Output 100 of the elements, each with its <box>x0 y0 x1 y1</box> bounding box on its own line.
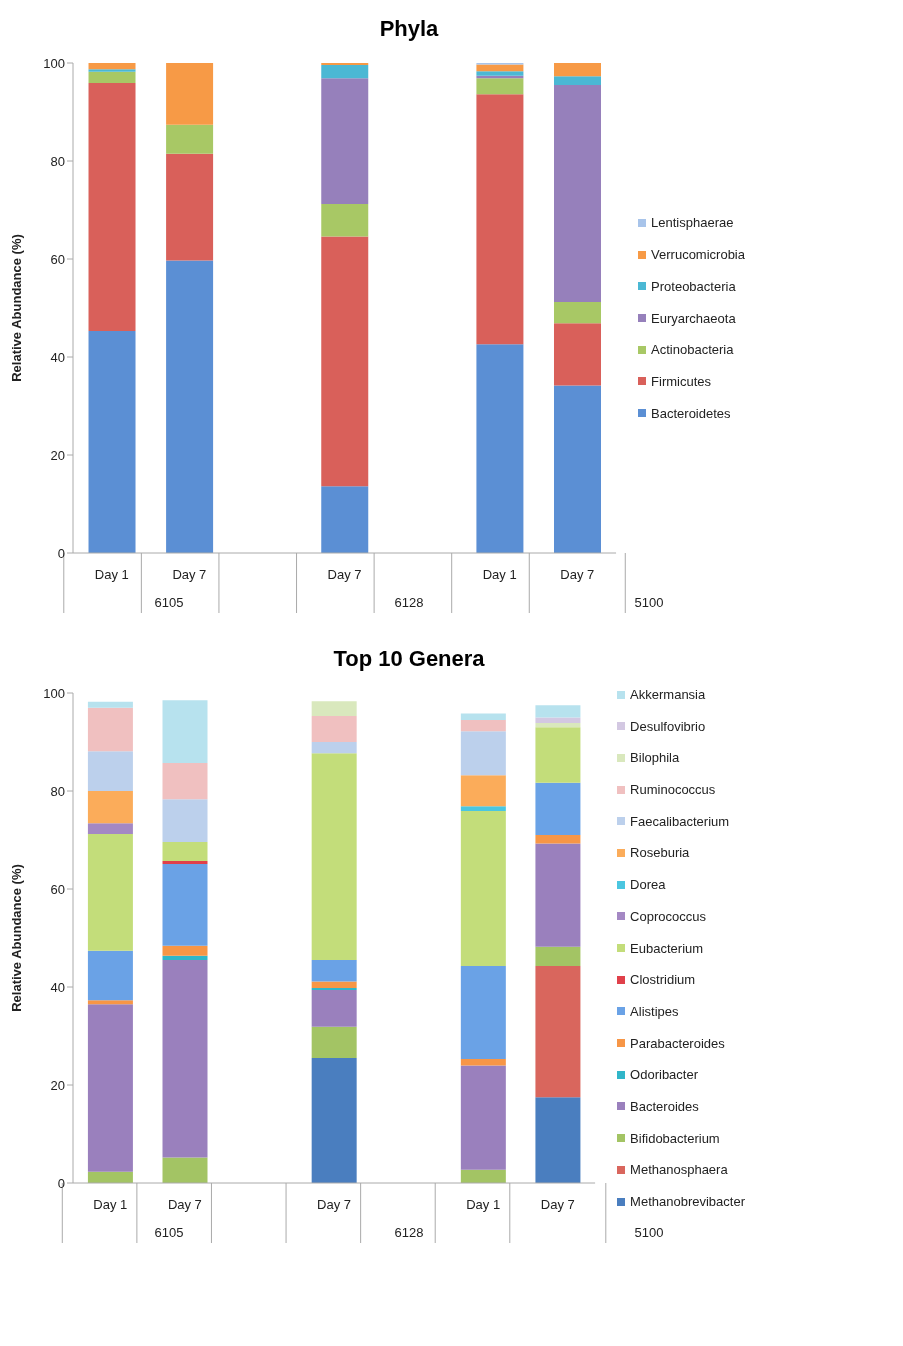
y-tick-label: 60 <box>50 251 65 267</box>
legend-label: Bifidobacterium <box>630 1130 720 1146</box>
x-tick-label: Day 7 <box>172 567 207 582</box>
bar <box>311 989 357 1027</box>
legend-label: Ruminococcus <box>630 782 716 798</box>
bar <box>460 1169 506 1183</box>
bar <box>535 782 581 836</box>
x-tick-label: Day 7 <box>167 1197 202 1212</box>
legend-label: Verrucomicrobia <box>651 247 745 263</box>
text: 6128 <box>393 1225 425 1240</box>
bar <box>554 63 601 77</box>
bar <box>166 124 214 154</box>
legend-label: Dorea <box>630 877 666 893</box>
bar <box>88 331 136 553</box>
bar <box>535 843 581 947</box>
y-tick-label: 80 <box>50 783 65 799</box>
bar <box>476 344 524 553</box>
x-tick-label: Day 7 <box>327 567 362 582</box>
legend-label: Desulfovibrio <box>630 718 706 734</box>
bar <box>87 791 133 824</box>
legend-label: Clostridium <box>630 972 696 988</box>
legend-label: Euryarchaeota <box>651 310 736 326</box>
bar <box>535 722 581 728</box>
bar <box>166 153 214 261</box>
bar <box>460 811 506 966</box>
y-tick-label: 40 <box>50 979 65 995</box>
legend-label: Parabacteroides <box>630 1035 725 1051</box>
bar <box>162 763 208 800</box>
bar <box>311 960 357 982</box>
bar <box>311 701 357 717</box>
bar <box>311 716 357 742</box>
bar <box>476 71 524 76</box>
bar <box>162 1157 208 1183</box>
x-tick-label: Day 1 <box>94 567 129 582</box>
legend-label: Roseburia <box>630 845 690 861</box>
bar <box>535 717 581 723</box>
legend-label: Bilophila <box>630 750 680 766</box>
bar <box>87 701 133 708</box>
bar <box>476 78 524 95</box>
bar <box>535 705 581 718</box>
bar <box>87 823 133 835</box>
bar <box>535 835 581 844</box>
legend-label: Akkermansia <box>630 687 706 702</box>
bar <box>162 861 208 865</box>
y-tick-label: 20 <box>50 447 65 463</box>
legend-label: Proteobacteria <box>651 278 736 294</box>
bar <box>311 753 357 961</box>
x-tick-label: Day 7 <box>540 1197 575 1212</box>
bar <box>535 727 581 783</box>
bar <box>321 64 369 79</box>
y-tick-label: 60 <box>50 881 65 897</box>
chart-title: Phyla <box>378 16 440 42</box>
legend-label: Firmicutes <box>651 373 712 389</box>
y-tick-label: 40 <box>50 349 65 365</box>
bar <box>311 981 357 988</box>
x-tick-label: Day 7 <box>317 1197 352 1212</box>
y-tick-label: 80 <box>50 153 65 169</box>
bar <box>554 76 601 86</box>
bar <box>321 204 369 237</box>
y-tick-label: 100 <box>43 685 65 701</box>
bar <box>554 85 601 303</box>
y-tick-label: 0 <box>57 545 65 561</box>
text: 5100 <box>633 595 665 610</box>
bar <box>87 834 133 951</box>
bar <box>311 1058 357 1183</box>
bar <box>460 965 506 1060</box>
text: 5100 <box>633 1225 665 1240</box>
y-tick-label: 100 <box>43 55 65 71</box>
bar <box>162 841 208 862</box>
bar <box>460 719 506 732</box>
bar <box>162 945 208 956</box>
bar <box>460 713 506 720</box>
legend-label: Actinobacteria <box>651 342 734 358</box>
legend-label: Methanosphaera <box>630 1162 728 1178</box>
x-tick-label: Day 7 <box>560 567 595 582</box>
bar <box>535 965 581 1098</box>
text: 6105 <box>153 1225 185 1240</box>
bar <box>460 775 506 807</box>
legend-label: Alistipes <box>630 1003 679 1019</box>
bar <box>166 63 214 125</box>
bar <box>460 1059 506 1066</box>
bar <box>162 864 208 946</box>
legend-label: Coprococcus <box>630 908 706 924</box>
x-tick-label: Day 1 <box>482 567 517 582</box>
y-axis-title: Relative Abundance (%) <box>8 864 24 1012</box>
legend-label: Bacteroides <box>630 1098 699 1114</box>
bar <box>535 946 581 966</box>
bar <box>88 83 136 332</box>
bar <box>88 69 136 72</box>
bar <box>87 1000 133 1005</box>
bar <box>321 486 369 553</box>
bar <box>87 1004 133 1172</box>
bar <box>311 1026 357 1059</box>
bar <box>87 751 133 791</box>
legend-label: Lentisphaerae <box>651 215 734 231</box>
bar <box>554 385 601 553</box>
bar <box>476 94 524 345</box>
bar <box>87 950 133 1001</box>
bar <box>460 731 506 776</box>
bar <box>162 700 208 764</box>
